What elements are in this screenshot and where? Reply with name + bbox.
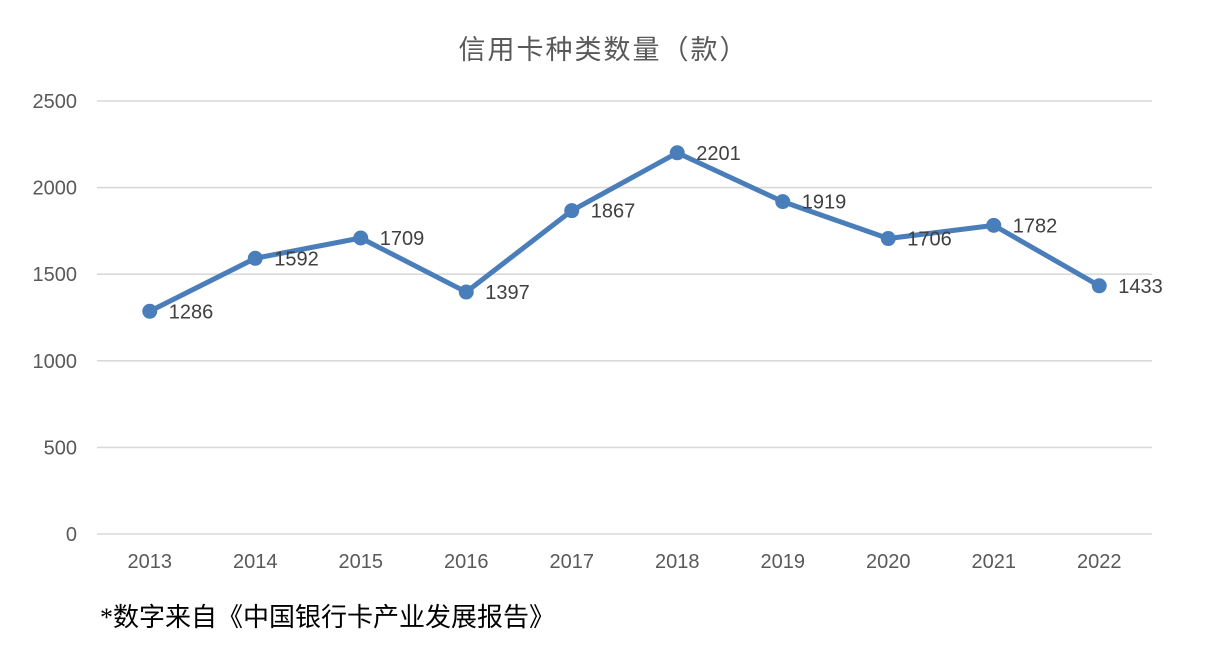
- data-point-label: 1286: [169, 301, 214, 323]
- series-line: [147, 150, 1102, 314]
- x-axis-tick-label: 2022: [1077, 551, 1122, 573]
- data-point-label: 1709: [380, 228, 425, 250]
- data-point-label: 1397: [485, 282, 530, 304]
- y-axis-tick-label: 1500: [33, 264, 78, 286]
- data-point-marker: [247, 250, 263, 266]
- x-axis-tick-label: 2018: [655, 551, 700, 573]
- data-point-marker: [564, 203, 580, 219]
- y-axis-tick-label: 1000: [33, 351, 78, 373]
- x-axis-tick-label: 2019: [761, 551, 806, 573]
- chart-title: 信用卡种类数量（款）: [458, 35, 749, 65]
- y-axis-tick-label: 500: [44, 437, 77, 459]
- x-axis-tick-label: 2013: [128, 551, 173, 573]
- data-point-label: 2201: [696, 143, 741, 165]
- y-axis-tick-label: 2500: [33, 91, 78, 113]
- data-point-marker: [775, 194, 791, 210]
- data-point-label: 1867: [591, 201, 636, 223]
- data-point-marker: [986, 217, 1002, 233]
- data-point-marker: [880, 231, 896, 247]
- y-axis-tick-label: 2000: [33, 178, 78, 200]
- x-axis-tick-label: 2017: [550, 551, 595, 573]
- data-point-label: 1919: [802, 192, 847, 214]
- x-axis-tick-label: 2015: [339, 551, 384, 573]
- data-point-label: 1782: [1013, 215, 1058, 237]
- data-point-marker: [353, 230, 369, 246]
- data-point-label: 1433: [1118, 276, 1163, 298]
- x-axis-tick-label: 2014: [233, 551, 278, 573]
- data-point-label: 1706: [907, 229, 952, 251]
- data-point-marker: [669, 145, 685, 161]
- data-point-marker: [142, 303, 158, 319]
- x-axis-tick-label: 2021: [972, 551, 1017, 573]
- y-axis-tick-label: 0: [66, 524, 77, 546]
- data-point-marker: [1091, 278, 1107, 294]
- source-footnote: *数字来自《中国银行卡产业发展报告》: [100, 603, 556, 632]
- x-axis-tick-label: 2016: [444, 551, 489, 573]
- x-axis-tick-label: 2020: [866, 551, 911, 573]
- data-point-marker: [458, 284, 474, 300]
- data-point-label: 1592: [274, 248, 319, 270]
